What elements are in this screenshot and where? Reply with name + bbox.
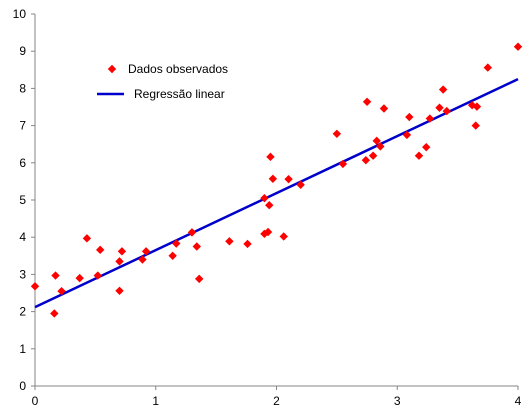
- legend-box: [92, 57, 244, 107]
- data-point: [243, 239, 252, 249]
- data-point: [266, 152, 275, 162]
- y-tick-label: 9: [19, 44, 26, 58]
- data-point: [438, 85, 448, 94]
- data-point: [279, 232, 288, 241]
- y-tick-label: 0: [19, 379, 26, 393]
- data-point: [284, 174, 293, 184]
- data-point: [141, 247, 151, 256]
- legend-marker-dados-observados: [107, 64, 117, 74]
- data-point: [138, 255, 147, 264]
- legend-diamond-marker: [107, 64, 117, 74]
- y-tick-label: 10: [13, 7, 27, 21]
- y-tick-label: 1: [19, 342, 26, 356]
- data-point: [260, 193, 269, 203]
- x-tick-label: 4: [515, 394, 522, 408]
- data-point: [368, 151, 378, 160]
- data-point: [172, 239, 181, 248]
- data-point: [483, 63, 493, 72]
- y-tick-label: 6: [19, 156, 26, 170]
- data-point: [402, 130, 412, 140]
- y-tick-label: 8: [19, 81, 26, 95]
- data-point: [187, 228, 197, 237]
- data-point: [115, 257, 124, 266]
- data-point: [472, 102, 482, 111]
- x-tick-label: 1: [152, 394, 159, 408]
- data-point: [513, 42, 523, 51]
- data-point: [96, 245, 105, 255]
- data-point: [115, 286, 124, 295]
- data-point: [414, 151, 424, 160]
- regression-line: [34, 77, 519, 309]
- data-point: [265, 201, 274, 210]
- regression-line-group: [34, 77, 519, 309]
- y-tick-label: 7: [19, 119, 26, 133]
- y-tick-label: 2: [19, 305, 26, 319]
- data-point: [435, 103, 444, 112]
- data-point: [93, 271, 102, 280]
- data-point: [30, 282, 40, 291]
- data-point: [422, 142, 431, 152]
- legend: Dados observados Regressão linear: [92, 57, 244, 107]
- data-point: [296, 180, 305, 189]
- legend-label-dados-observados: Dados observados: [128, 62, 228, 76]
- y-tick-label: 3: [19, 267, 26, 281]
- data-point: [57, 286, 66, 296]
- data-point: [50, 309, 59, 318]
- data-point: [75, 273, 84, 283]
- data-point: [425, 114, 435, 123]
- data-point: [372, 136, 381, 146]
- data-point: [263, 227, 273, 237]
- data-point: [168, 251, 177, 260]
- data-point: [338, 159, 348, 169]
- data-point: [442, 106, 451, 116]
- y-tick-label: 5: [19, 193, 26, 207]
- data-point: [225, 237, 234, 246]
- data-point: [361, 155, 371, 165]
- data-point: [471, 121, 480, 130]
- data-point: [379, 104, 389, 113]
- data-point: [192, 242, 202, 251]
- legend-label-regressao-linear: Regressão linear: [134, 87, 225, 101]
- data-point: [51, 271, 60, 280]
- data-point: [405, 112, 414, 122]
- data-point: [82, 234, 92, 243]
- tick-labels: 0 1 2 3 4 5 6 7 8 9 10 0 1 2 3 4: [13, 7, 522, 408]
- axes: [31, 13, 519, 390]
- data-point: [268, 174, 278, 183]
- data-point: [332, 129, 342, 138]
- data-point: [376, 142, 385, 151]
- x-tick-label: 0: [32, 394, 39, 408]
- data-point: [362, 97, 372, 106]
- y-tick-label: 4: [19, 230, 26, 244]
- data-point: [195, 274, 204, 284]
- data-points-group: [30, 42, 523, 318]
- x-tick-label: 3: [394, 394, 401, 408]
- data-point: [117, 247, 127, 256]
- x-tick-label: 2: [273, 394, 280, 408]
